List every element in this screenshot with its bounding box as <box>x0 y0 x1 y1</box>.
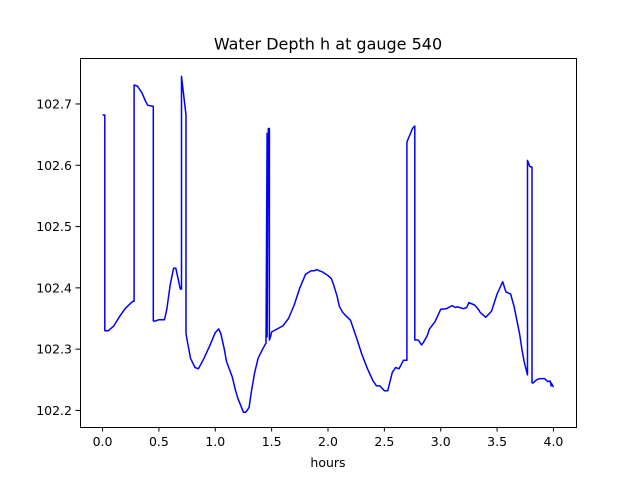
y-tick-label: 102.7 <box>36 96 72 111</box>
x-tick-label: 3.5 <box>487 434 507 449</box>
series-line <box>102 75 555 414</box>
y-tick-label: 102.3 <box>36 342 72 357</box>
y-tick-label: 102.2 <box>36 403 72 418</box>
y-axis-ticks: 102.2 102.3 102.4 102.5 102.6 102.7 <box>36 96 80 418</box>
x-tick-label: 3.0 <box>431 434 451 449</box>
x-tick-label: 0.5 <box>149 434 169 449</box>
y-tick-label: 102.4 <box>36 280 72 295</box>
x-tick-label: 1.0 <box>205 434 225 449</box>
x-tick-label: 2.5 <box>374 434 394 449</box>
x-tick-label: 1.5 <box>262 434 282 449</box>
plot-area-frame <box>80 58 577 428</box>
x-tick-label: 4.0 <box>544 434 564 449</box>
y-tick-label: 102.6 <box>36 158 72 173</box>
x-tick-label: 0.0 <box>93 434 113 449</box>
x-axis-label: hours <box>310 455 345 470</box>
y-tick-label: 102.5 <box>36 219 72 234</box>
x-tick-label: 2.0 <box>318 434 338 449</box>
x-axis-ticks: 0.0 0.5 1.0 1.5 2.0 2.5 3.0 3.5 4.0 <box>93 427 564 449</box>
chart-title: Water Depth h at gauge 540 <box>214 35 442 54</box>
